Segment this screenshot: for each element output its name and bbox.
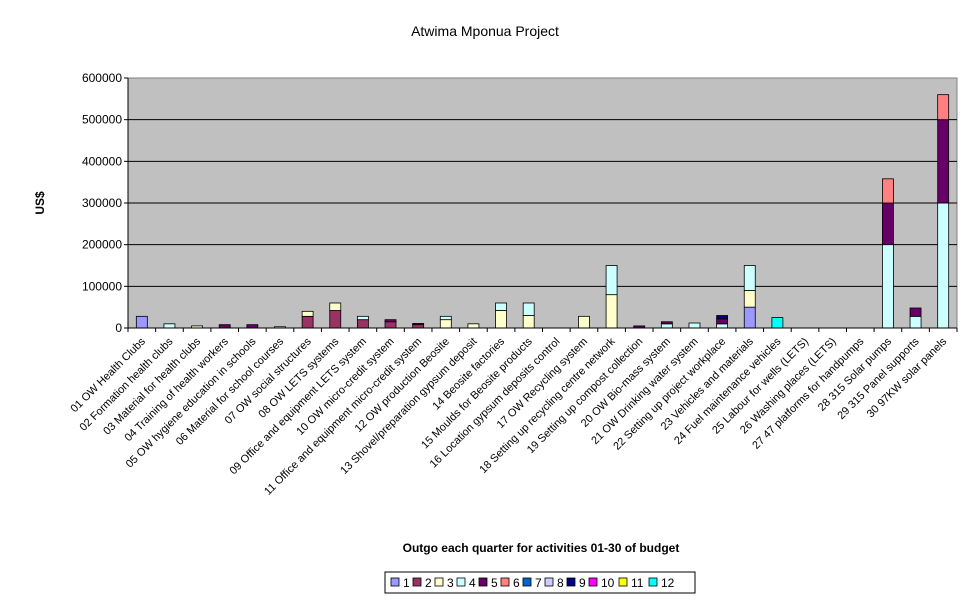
bar-segment-2 [356,319,369,329]
legend-swatch [544,577,554,587]
y-tick-label: 0 [115,321,122,335]
bar-segment-3 [605,294,618,329]
bar-segment-2 [329,310,342,329]
bar-segment-3 [439,319,452,329]
bar-segment-6 [937,94,950,121]
bar-segment-9 [716,315,729,320]
legend-label: 11 [631,576,644,590]
y-axis-title: US$ [33,191,47,215]
legend: 1 2 3 4 5 6 7 8 9 10 11 12 [384,571,696,594]
bar-segment-5 [909,307,922,317]
bar-segment-4 [882,244,894,329]
legend-swatch [478,577,488,587]
legend-label: 2 [425,576,432,590]
bar-segment-12 [771,317,784,329]
legend-swatch [522,577,532,587]
legend-label: 7 [535,576,542,590]
bar-segment-3 [522,315,535,329]
bar-segment-3 [467,323,480,329]
bar-segment-5 [716,318,729,325]
bar-segment-4 [937,202,950,329]
bar-segment-2 [384,321,397,329]
bar-segment-4 [909,315,922,329]
legend-swatch [566,577,576,587]
legend-swatch [618,577,628,587]
bar-segment-4 [163,323,176,329]
legend-swatch [648,577,658,587]
x-axis-title: Outgo each quarter for activities 01-30 … [403,541,680,555]
bar-segment-4 [356,315,369,321]
bar-segment-4 [495,302,507,311]
legend-swatch [456,577,466,587]
y-tick-label: 200000 [82,238,122,252]
y-tick-label: 300000 [82,196,122,210]
bar-segment-4 [660,323,673,329]
bar-segment-3 [578,315,590,329]
bar-segment-5 [937,119,950,204]
bar-segment-4 [716,323,729,329]
y-tick-label: 500000 [82,113,122,127]
legend-label: 1 [403,576,410,590]
legend-frame [384,571,696,594]
bar-segment-4 [743,265,756,291]
bar-segment-4 [522,302,535,316]
bar-segment-1 [743,306,756,329]
bar-segment-5 [660,321,673,325]
bar-segment-5 [412,323,425,326]
legend-label: 9 [579,576,586,590]
bar-segment-4 [439,315,452,321]
legend-label: 12 [661,576,675,590]
legend-label: 8 [557,576,564,590]
y-tick-labels: 0 100000 200000 300000 400000 500000 600000 [82,71,122,335]
bar-segment-4 [688,322,701,329]
legend-label: 6 [513,576,520,590]
bar-segment-6 [882,178,894,204]
y-tick-label: 100000 [82,279,122,293]
bar-segment-3 [301,310,314,317]
legend-swatch [390,577,400,587]
bar-segment-1 [135,315,148,329]
bar-segment-3 [743,290,756,308]
legend-label: 10 [601,576,615,590]
legend-swatch [412,577,422,587]
legend-swatch [500,577,510,587]
chart-title: Atwima Mponua Project [411,23,559,39]
bar-segment-3 [329,302,342,311]
legend-label: 4 [469,576,476,590]
bars [135,94,950,329]
bar-segment-5 [384,319,397,323]
gridlines [128,119,957,287]
y-tick-label: 600000 [82,71,122,85]
bar-segment-2 [301,315,314,329]
bar-segment-3 [495,310,507,329]
legend-label: 3 [447,576,454,590]
legend-swatch [588,577,598,587]
bar-segment-5 [882,202,894,246]
legend-swatch [434,577,444,587]
y-tick-label: 400000 [82,154,122,168]
axes [124,77,958,332]
legend-label: 5 [491,576,498,590]
bar-segment-4 [605,265,618,296]
